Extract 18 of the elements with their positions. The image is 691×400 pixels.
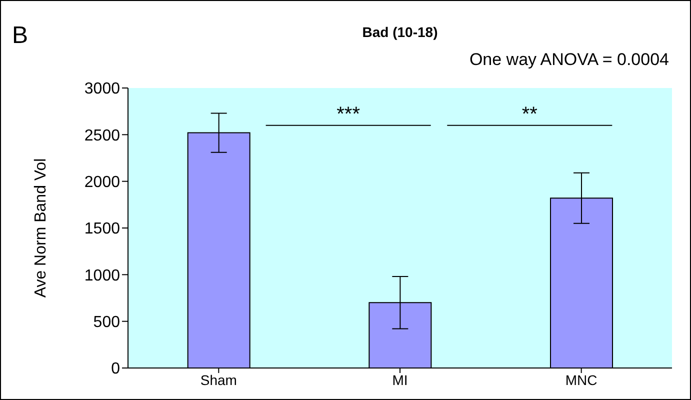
annotation: ** [522, 103, 538, 126]
significance-bracket: *** [265, 103, 432, 126]
text: One way ANOVA = 0.0004 [469, 50, 669, 70]
annotation: *** [336, 103, 360, 126]
y-tick-label: 1000 [84, 267, 120, 284]
y-tick-label: 1500 [84, 220, 120, 238]
x-tick-label: MI [392, 372, 408, 388]
y-axis-title: Ave Norm Band Vol [32, 158, 50, 298]
text: B [12, 22, 28, 50]
x-tick-label: MNC [565, 372, 598, 388]
y-tick-label: 2000 [84, 174, 120, 192]
y-tick-label: 500 [93, 314, 120, 332]
x-tick-label: Sham [200, 372, 237, 388]
significance-bracket: ** [446, 103, 613, 126]
y-tick-label: 2500 [84, 127, 120, 144]
chart-title: Bad (10-18) [361, 24, 439, 40]
y-tick-label: 0 [111, 360, 120, 378]
y-tick-label: 3000 [84, 80, 120, 98]
